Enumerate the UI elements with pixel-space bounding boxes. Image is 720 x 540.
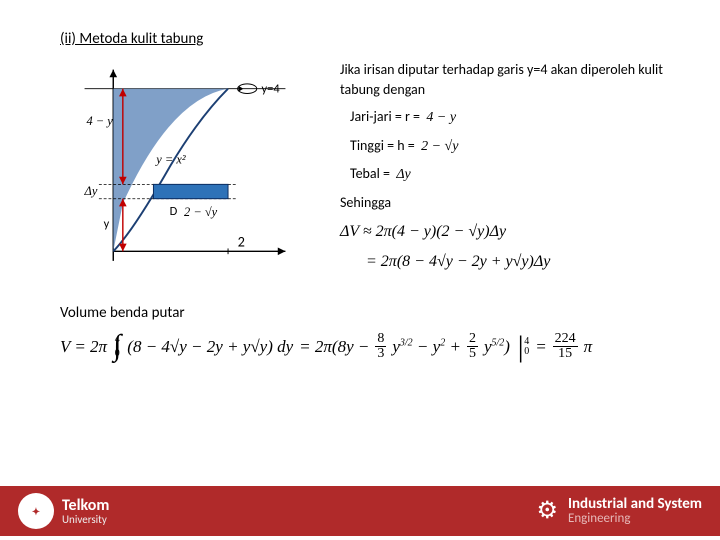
dv-expand: = 2π(8 − 4√y − 2y + y√y)Δy [366,251,700,273]
sehingga-label: Sehingga [340,193,700,213]
eval-bar: | 40 [516,336,529,357]
volume-label: Volume benda putar [60,304,700,322]
label-y4: y=4 [262,82,281,97]
graph-svg: y=4 y = x² Δy 4 − y [60,60,310,280]
D-label: D [170,204,178,219]
radius-line: Jari-jari = r = 4 − y [350,107,700,128]
dv-approx: ΔV ≈ 2π(4 − y)(2 − √y)Δy [340,221,700,243]
text-block: Jika irisan diputar terhadap garis y=4 a… [340,60,700,284]
curve-label: y = x² [154,152,186,166]
footer-brand: Telkom University [62,498,109,525]
D-expr: 2 − √y [184,205,218,219]
footer-right: ⚙ Industrial and System Engineering [536,496,702,527]
section-title: (ii) Metoda kulit tabung [60,30,700,48]
y-label: y [104,216,110,231]
four-minus-y: 4 − y [86,114,113,128]
dy-label: Δy [84,184,98,198]
main-row: y=4 y = x² Δy 4 − y [60,60,700,284]
intro-text: Jika irisan diputar terhadap garis y=4 a… [340,60,700,99]
footer-left: ✦ Telkom University [18,493,536,529]
integral-icon: 4 ∫ 0 [113,338,121,356]
integral-line: V = 2π 4 ∫ 0 (8 − 4√y − 2y + y√y) dy = 2… [60,332,700,361]
graph-block: y=4 y = x² Δy 4 − y [60,60,310,284]
telkom-logo-icon: ✦ [18,493,54,529]
thick-line: Tebal = Δy [350,164,700,185]
gear-icon: ⚙ [536,496,558,525]
footer-bar: ✦ Telkom University ⚙ Industrial and Sys… [0,486,720,536]
x-tick-2: 2 [238,233,245,251]
height-line: Tinggi = h = 2 − √y [350,136,700,157]
